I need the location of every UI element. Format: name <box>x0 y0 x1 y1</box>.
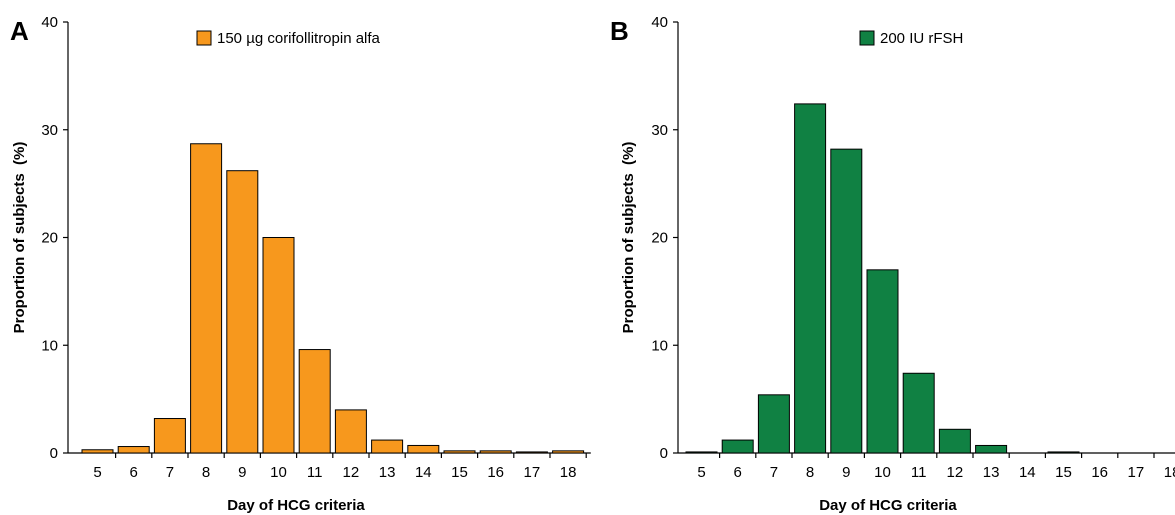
panel-b-x-tick-label: 7 <box>770 464 778 481</box>
panel-b-x-tick-label: 8 <box>806 464 814 481</box>
panel-a-bar <box>298 349 331 454</box>
panel-b-bar <box>866 269 899 454</box>
panel-b-y-tick-label: 0 <box>660 445 668 462</box>
panel-a-y-axis-title: Proportion of subjects (%) <box>11 142 28 334</box>
panel-a-x-tick-label: 13 <box>379 464 396 481</box>
panel-b-y-tick-label: 10 <box>651 337 668 354</box>
panel-a-y-tick-label: 10 <box>41 337 58 354</box>
panel-a-x-tick-label: 10 <box>270 464 287 481</box>
panel-b-x-tick-label: 12 <box>947 464 964 481</box>
panel-b-x-tick-label: 6 <box>734 464 742 481</box>
panel-b-x-tick-label: 16 <box>1091 464 1108 481</box>
panel-b-bar <box>975 444 1008 454</box>
panel-a-legend-label: 150 µg corifollitropin alfa <box>217 30 381 47</box>
panel-b-x-tick-label: 9 <box>842 464 850 481</box>
panel-a-bar <box>153 418 186 454</box>
panel-a-x-tick-label: 18 <box>560 464 577 481</box>
panel-a-x-tick-label: 7 <box>166 464 174 481</box>
panel-b-y-tick-label: 30 <box>651 122 668 139</box>
panel-a-x-tick-label: 9 <box>238 464 246 481</box>
panel-a-bar <box>226 170 259 454</box>
panel-a-x-tick-label: 15 <box>451 464 468 481</box>
panel-b-y-tick-label: 20 <box>651 230 668 247</box>
panel-b-letter: B <box>610 16 629 46</box>
panel-b-x-tick-label: 17 <box>1128 464 1145 481</box>
panel-b-x-tick-label: 14 <box>1019 464 1036 481</box>
panel-a-bar <box>552 450 585 454</box>
panel-a-bar <box>262 237 295 454</box>
panel-a-bar <box>407 444 440 454</box>
panel-b-x-tick-label: 18 <box>1164 464 1175 481</box>
panel-b-bar <box>685 451 718 454</box>
panel-b-bar <box>757 394 790 454</box>
panel-a-y-tick-label: 0 <box>50 445 58 462</box>
panel-a-x-tick-label: 11 <box>307 464 323 481</box>
panel-b-bar <box>938 428 971 454</box>
panel-a-bar <box>371 439 404 454</box>
panel-a-bar <box>515 451 548 454</box>
panel-b-x-tick-label: 13 <box>983 464 1000 481</box>
panel-b-x-tick-label: 10 <box>874 464 891 481</box>
panel-a-x-tick-label: 17 <box>524 464 541 481</box>
panel-a-legend-swatch <box>196 30 212 46</box>
panel-a-x-tick-label: 8 <box>202 464 210 481</box>
panel-b-bar <box>794 103 827 454</box>
panel-b-legend-label: 200 IU rFSH <box>880 30 963 47</box>
panel-b-bar <box>1047 451 1080 454</box>
panel-a-letter: A <box>10 16 29 46</box>
panel-a-y-tick-label: 20 <box>41 230 58 247</box>
panel-a-bar <box>117 446 150 454</box>
panel-a-bar <box>190 143 223 454</box>
panel-b-bar <box>830 148 863 454</box>
panel-a-x-tick-label: 12 <box>343 464 360 481</box>
panel-b-x-tick-label: 5 <box>697 464 705 481</box>
panel-a-bar <box>81 449 114 454</box>
panel-a-bar <box>443 450 476 454</box>
panel-b-y-axis-title: Proportion of subjects (%) <box>620 142 637 334</box>
panel-b-x-axis-title: Day of HCG criteria <box>819 497 957 514</box>
panel-b-bar <box>902 372 935 454</box>
panel-b-y-tick-label: 40 <box>651 14 668 31</box>
panel-a-y-tick-label: 30 <box>41 122 58 139</box>
panel-a-bar <box>479 450 512 454</box>
panel-a-bar <box>334 409 367 454</box>
panel-b-x-tick-label: 15 <box>1055 464 1072 481</box>
panel-a-x-tick-label: 6 <box>130 464 138 481</box>
panel-a-x-tick-label: 5 <box>93 464 101 481</box>
panel-a-x-tick-label: 14 <box>415 464 432 481</box>
panel-a-x-axis-title: Day of HCG criteria <box>227 497 365 514</box>
panel-a-y-tick-label: 40 <box>41 14 58 31</box>
panel-a-x-tick-label: 16 <box>487 464 504 481</box>
panel-b-legend-swatch <box>859 30 875 46</box>
panel-b-bar <box>721 439 754 454</box>
panel-b-x-tick-label: 11 <box>911 464 927 481</box>
